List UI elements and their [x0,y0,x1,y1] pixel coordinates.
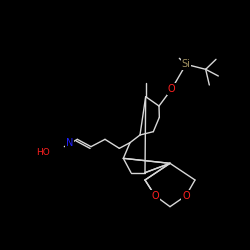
Text: O: O [151,191,159,201]
Text: N: N [66,138,73,148]
Text: O: O [182,191,190,201]
Text: HO: HO [36,148,50,157]
Text: O: O [168,84,175,94]
Text: Si: Si [182,59,190,69]
